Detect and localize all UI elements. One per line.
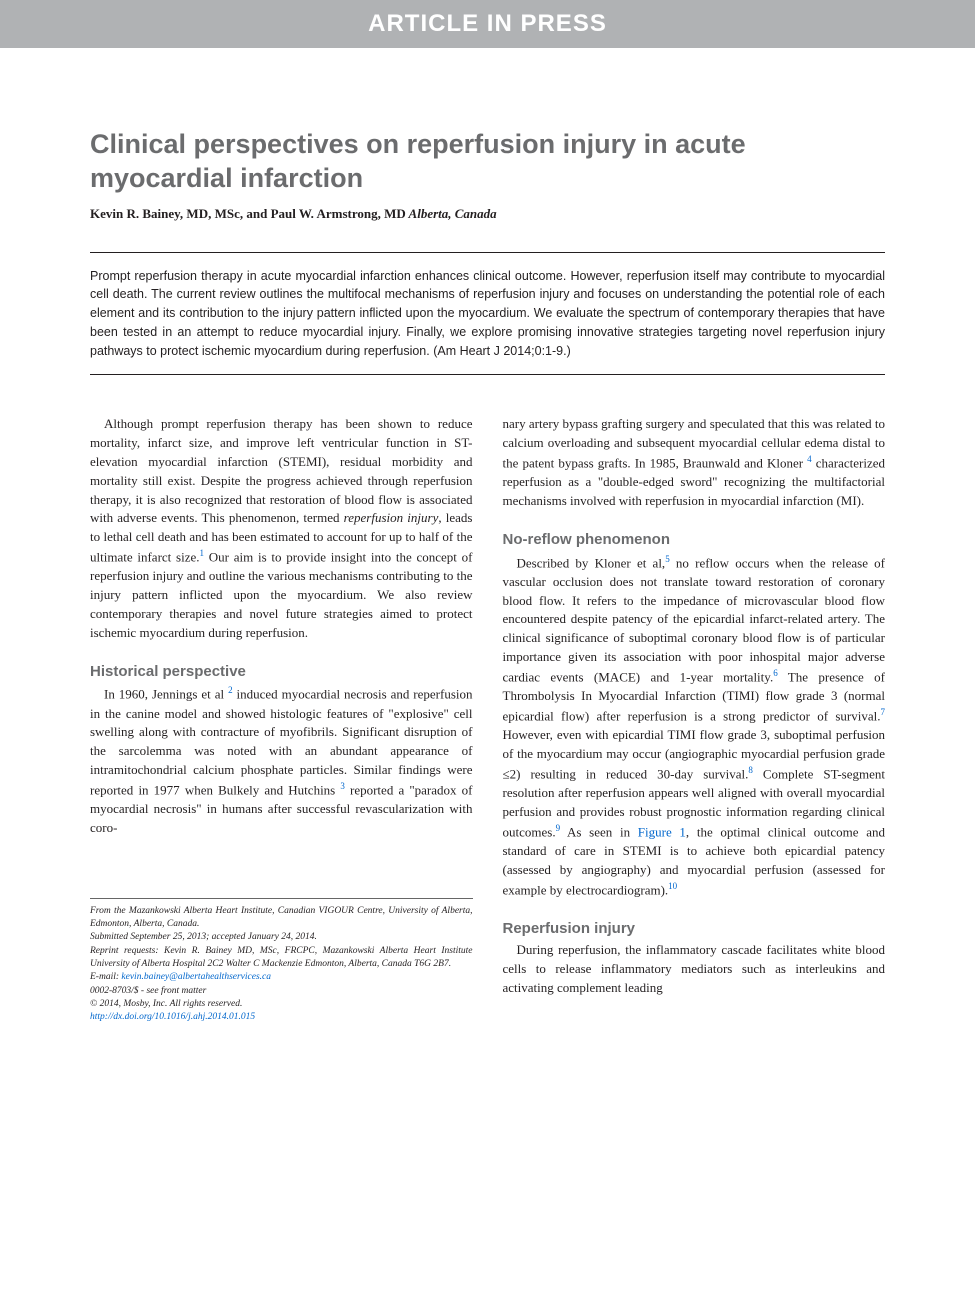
footnote-from: From the Mazankowski Alberta Heart Insti… xyxy=(90,905,473,932)
left-column: Although prompt reperfusion therapy has … xyxy=(90,415,473,1024)
author-affiliation: Alberta, Canada xyxy=(406,206,497,221)
footnote-copyright: © 2014, Mosby, Inc. All rights reserved. xyxy=(90,998,473,1011)
banner-text: ARTICLE IN PRESS xyxy=(368,10,607,38)
right-column: nary artery bypass grafting surgery and … xyxy=(503,415,886,1024)
no-reflow-paragraph: Described by Kloner et al,5 no reflow oc… xyxy=(503,553,886,900)
term-reperfusion-injury: reperfusion injury xyxy=(344,510,439,525)
reperfusion-injury-paragraph: During reperfusion, the inflammatory cas… xyxy=(503,941,886,998)
footnotes-block: From the Mazankowski Alberta Heart Insti… xyxy=(90,898,473,1025)
figure-1-link[interactable]: Figure 1 xyxy=(638,824,686,839)
historical-continuation: nary artery bypass grafting surgery and … xyxy=(503,415,886,511)
doi-link[interactable]: http://dx.doi.org/10.1016/j.ahj.2014.01.… xyxy=(90,1012,255,1022)
authors-line: Kevin R. Bainey, MD, MSc, and Paul W. Ar… xyxy=(90,206,885,222)
ref-7[interactable]: 7 xyxy=(881,707,886,717)
two-column-body: Although prompt reperfusion therapy has … xyxy=(90,415,885,1024)
heading-historical-perspective: Historical perspective xyxy=(90,661,473,683)
heading-reperfusion-injury: Reperfusion injury xyxy=(503,918,886,940)
footnote-email: E-mail: kevin.bainey@albertahealthservic… xyxy=(90,971,473,984)
abstract-text: Prompt reperfusion therapy in acute myoc… xyxy=(90,269,885,358)
ref-10[interactable]: 10 xyxy=(668,881,677,891)
email-link[interactable]: kevin.bainey@albertahealthservices.ca xyxy=(121,972,271,982)
footnote-issn: 0002-8703/$ - see front matter xyxy=(90,985,473,998)
article-in-press-banner: ARTICLE IN PRESS xyxy=(0,0,975,48)
abstract-box: Prompt reperfusion therapy in acute myoc… xyxy=(90,252,885,376)
author-names: Kevin R. Bainey, MD, MSc, and Paul W. Ar… xyxy=(90,206,406,221)
historical-paragraph: In 1960, Jennings et al 2 induced myocar… xyxy=(90,684,473,837)
heading-no-reflow: No-reflow phenomenon xyxy=(503,529,886,551)
footnote-reprint: Reprint requests: Kevin R. Bainey MD, MS… xyxy=(90,945,473,972)
page-content: Clinical perspectives on reperfusion inj… xyxy=(0,48,975,1065)
article-title: Clinical perspectives on reperfusion inj… xyxy=(90,128,885,196)
footnote-submitted: Submitted September 25, 2013; accepted J… xyxy=(90,931,473,944)
intro-paragraph: Although prompt reperfusion therapy has … xyxy=(90,415,473,642)
